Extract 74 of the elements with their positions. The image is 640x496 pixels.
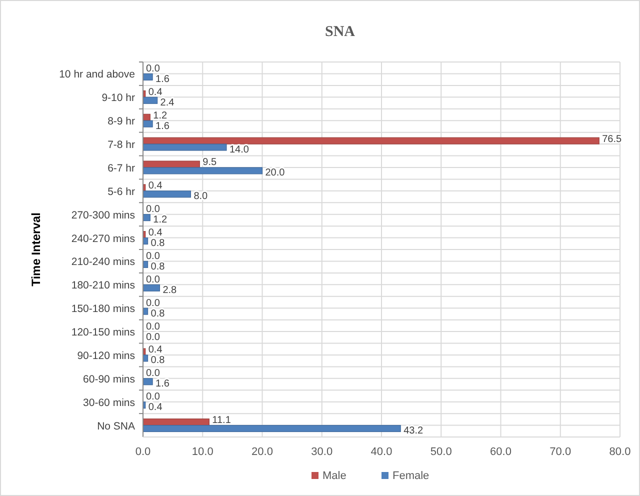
y-tick-label: 90-120 mins — [77, 350, 135, 362]
legend-label: Male — [322, 470, 346, 482]
data-label: 1.6 — [156, 120, 170, 132]
data-label: 0.4 — [148, 180, 163, 192]
x-tick-label: 20.0 — [252, 446, 273, 458]
y-tick-label: 6-7 hr — [108, 162, 136, 174]
y-tick-label: 9-10 hr — [102, 92, 136, 104]
x-tick-label: 10.0 — [192, 446, 214, 458]
x-tick-label: 0.0 — [135, 446, 151, 458]
data-label: 0.0 — [146, 63, 160, 74]
data-label: 0.8 — [150, 308, 166, 320]
x-tick-label: 80.0 — [609, 446, 631, 458]
y-tick-label: 5-6 hr — [108, 186, 136, 198]
data-label: 8.0 — [194, 191, 208, 202]
data-label: 0.0 — [146, 250, 160, 262]
data-label: 1.6 — [156, 74, 170, 85]
bar — [142, 424, 401, 432]
y-tick-label: 210-240 mins — [71, 256, 135, 268]
data-label: 1.2 — [153, 110, 168, 122]
y-tick-label: 240-270 mins — [71, 232, 135, 245]
bar — [142, 378, 153, 386]
bar — [142, 418, 210, 426]
data-label: 1.6 — [156, 378, 170, 390]
data-label: 0.4 — [148, 344, 163, 356]
data-label: 0.0 — [146, 274, 160, 286]
x-tick-label: 30.0 — [311, 446, 333, 458]
data-label: 0.8 — [150, 261, 166, 272]
data-label: 0.0 — [146, 298, 160, 309]
data-label: 1.2 — [153, 214, 168, 226]
y-tick-label: 180-210 mins — [71, 280, 135, 292]
y-tick-label: 120-150 mins — [71, 326, 135, 339]
data-label: 0.0 — [146, 332, 160, 343]
bar — [142, 144, 227, 151]
y-tick-label: 150-180 mins — [71, 303, 135, 316]
data-label: 9.5 — [202, 157, 217, 168]
data-label: 0.4 — [148, 86, 163, 98]
data-label: 0.4 — [148, 228, 163, 239]
data-label: 0.8 — [150, 355, 166, 366]
x-tick-label: 50.0 — [430, 446, 452, 458]
x-tick-label: 40.0 — [370, 446, 392, 458]
data-label: 2.8 — [162, 284, 178, 296]
y-tick-label: 60-90 mins — [83, 373, 135, 386]
data-label: 0.0 — [146, 204, 160, 216]
bar — [142, 160, 200, 168]
bar — [142, 167, 263, 174]
y-axis-title: Time Interval — [29, 212, 43, 286]
data-label: 0.8 — [150, 238, 166, 250]
legend-label: Female — [392, 470, 430, 482]
data-label: 0.0 — [146, 368, 160, 380]
y-tick-label: 10 hr and above — [59, 68, 136, 81]
bar — [142, 96, 158, 104]
data-label: 20.0 — [265, 168, 286, 179]
data-label: 11.1 — [212, 415, 232, 426]
data-label: 2.4 — [160, 97, 175, 108]
y-tick-label: 30-60 mins — [83, 396, 135, 409]
bar — [142, 284, 160, 292]
data-label: 0.4 — [148, 402, 163, 414]
y-tick-label: 8-9 hr — [108, 116, 136, 128]
y-tick-label: 7-8 hr — [108, 139, 136, 152]
bar — [142, 190, 191, 198]
bar — [142, 214, 150, 222]
chart-title: SNA — [324, 24, 356, 40]
data-label: 0.0 — [146, 392, 160, 403]
bar — [142, 73, 153, 80]
bar — [142, 137, 600, 144]
x-tick-label: 70.0 — [550, 446, 572, 458]
data-label: 0.0 — [146, 321, 160, 332]
data-label: 43.2 — [404, 426, 424, 437]
data-label: 14.0 — [229, 144, 250, 156]
x-tick-label: 60.0 — [490, 446, 512, 458]
y-tick-label: No SNA — [97, 420, 135, 432]
data-label: 76.5 — [602, 134, 622, 145]
y-tick-label: 270-300 mins — [71, 209, 135, 222]
bar — [142, 120, 153, 128]
